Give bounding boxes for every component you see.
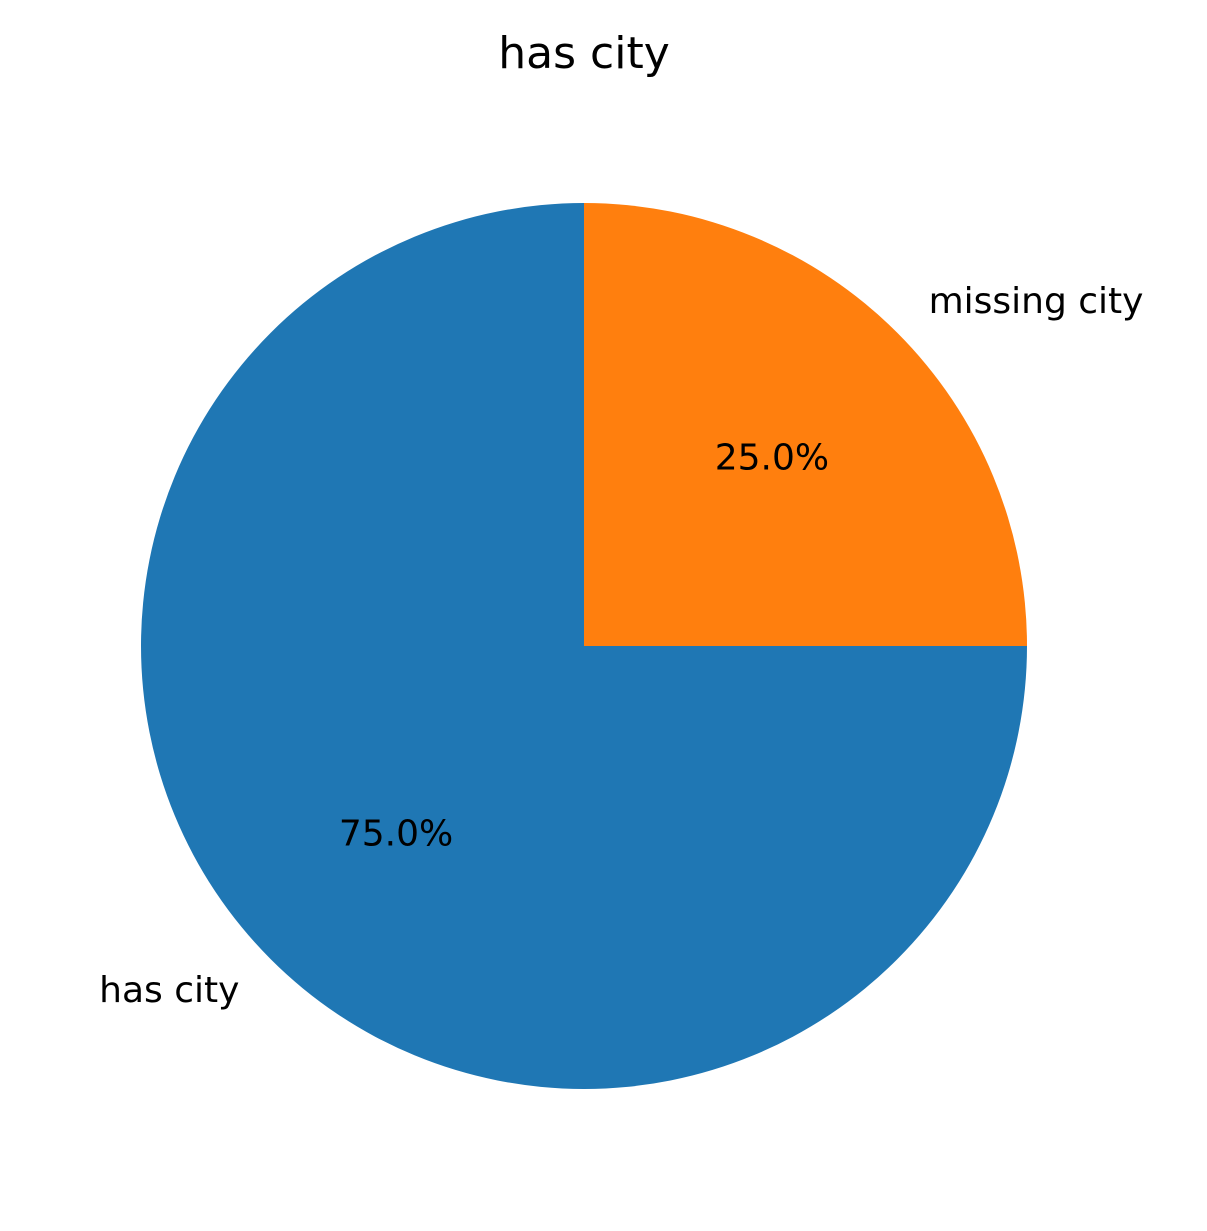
pie-slice-missing-city (584, 203, 1027, 646)
pct-label-missing-city: 25.0% (715, 438, 829, 479)
chart-title: has city (498, 28, 669, 79)
pct-label-has-city: 75.0% (339, 813, 453, 854)
pie-labels: has city 75.0% missing city 25.0% (99, 281, 1143, 1011)
pie-slices (141, 203, 1027, 1089)
slice-label-has-city: has city (99, 970, 239, 1011)
slice-label-missing-city: missing city (929, 281, 1144, 322)
